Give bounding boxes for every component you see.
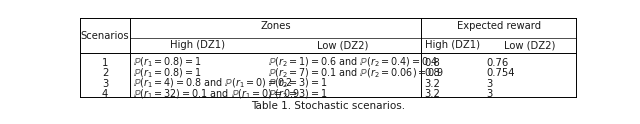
Text: 3.2: 3.2: [424, 79, 440, 89]
Text: $\mathbb{P}(r_2 = 3) = 1$: $\mathbb{P}(r_2 = 3) = 1$: [268, 87, 328, 101]
Text: 0.754: 0.754: [486, 68, 515, 78]
Text: 3.2: 3.2: [424, 89, 440, 99]
Text: High (DZ1): High (DZ1): [425, 40, 480, 50]
Text: Low (DZ2): Low (DZ2): [317, 40, 369, 50]
Text: $\mathbb{P}(r_1 = 0.8) = 1$: $\mathbb{P}(r_1 = 0.8) = 1$: [133, 66, 202, 80]
Text: $\mathbb{P}(r_1 = 0.8) = 1$: $\mathbb{P}(r_1 = 0.8) = 1$: [133, 56, 202, 69]
Text: 3: 3: [102, 79, 108, 89]
Text: $\mathbb{P}(r_2 = 7) = 0.1$ and $\mathbb{P}(r_2 = 0.06) = 0.9$: $\mathbb{P}(r_2 = 7) = 0.1$ and $\mathbb…: [268, 66, 444, 80]
Text: Expected reward: Expected reward: [456, 21, 541, 31]
Text: Table 1. Stochastic scenarios.: Table 1. Stochastic scenarios.: [251, 101, 405, 111]
Text: $\mathbb{P}(r_1 = 4) = 0.8$ and $\mathbb{P}(r_1 = 0) = 0.2$: $\mathbb{P}(r_1 = 4) = 0.8$ and $\mathbb…: [133, 77, 293, 90]
Text: $\mathbb{P}(r_1 = 32) = 0.1$ and $\mathbb{P}(r_1 = 0) = 0.9$: $\mathbb{P}(r_1 = 32) = 0.1$ and $\mathb…: [133, 87, 300, 101]
Text: Low (DZ2): Low (DZ2): [504, 40, 556, 50]
Text: 4: 4: [102, 89, 108, 99]
Text: 1: 1: [102, 58, 108, 68]
Text: $\mathbb{P}(r_2 = 1) = 0.6$ and $\mathbb{P}(r_2 = 0.4) = 0.4$: $\mathbb{P}(r_2 = 1) = 0.6$ and $\mathbb…: [268, 56, 438, 69]
Text: 3: 3: [486, 79, 493, 89]
Text: Zones: Zones: [260, 21, 291, 31]
Text: $\mathbb{P}(r_2 = 3) = 1$: $\mathbb{P}(r_2 = 3) = 1$: [268, 77, 328, 90]
Text: 2: 2: [102, 68, 108, 78]
Text: 3: 3: [486, 89, 493, 99]
Text: 0.8: 0.8: [424, 68, 440, 78]
Text: 0.76: 0.76: [486, 58, 509, 68]
Text: High (DZ1): High (DZ1): [170, 40, 225, 50]
Text: Scenarios: Scenarios: [81, 31, 129, 41]
Text: 0.8: 0.8: [424, 58, 440, 68]
